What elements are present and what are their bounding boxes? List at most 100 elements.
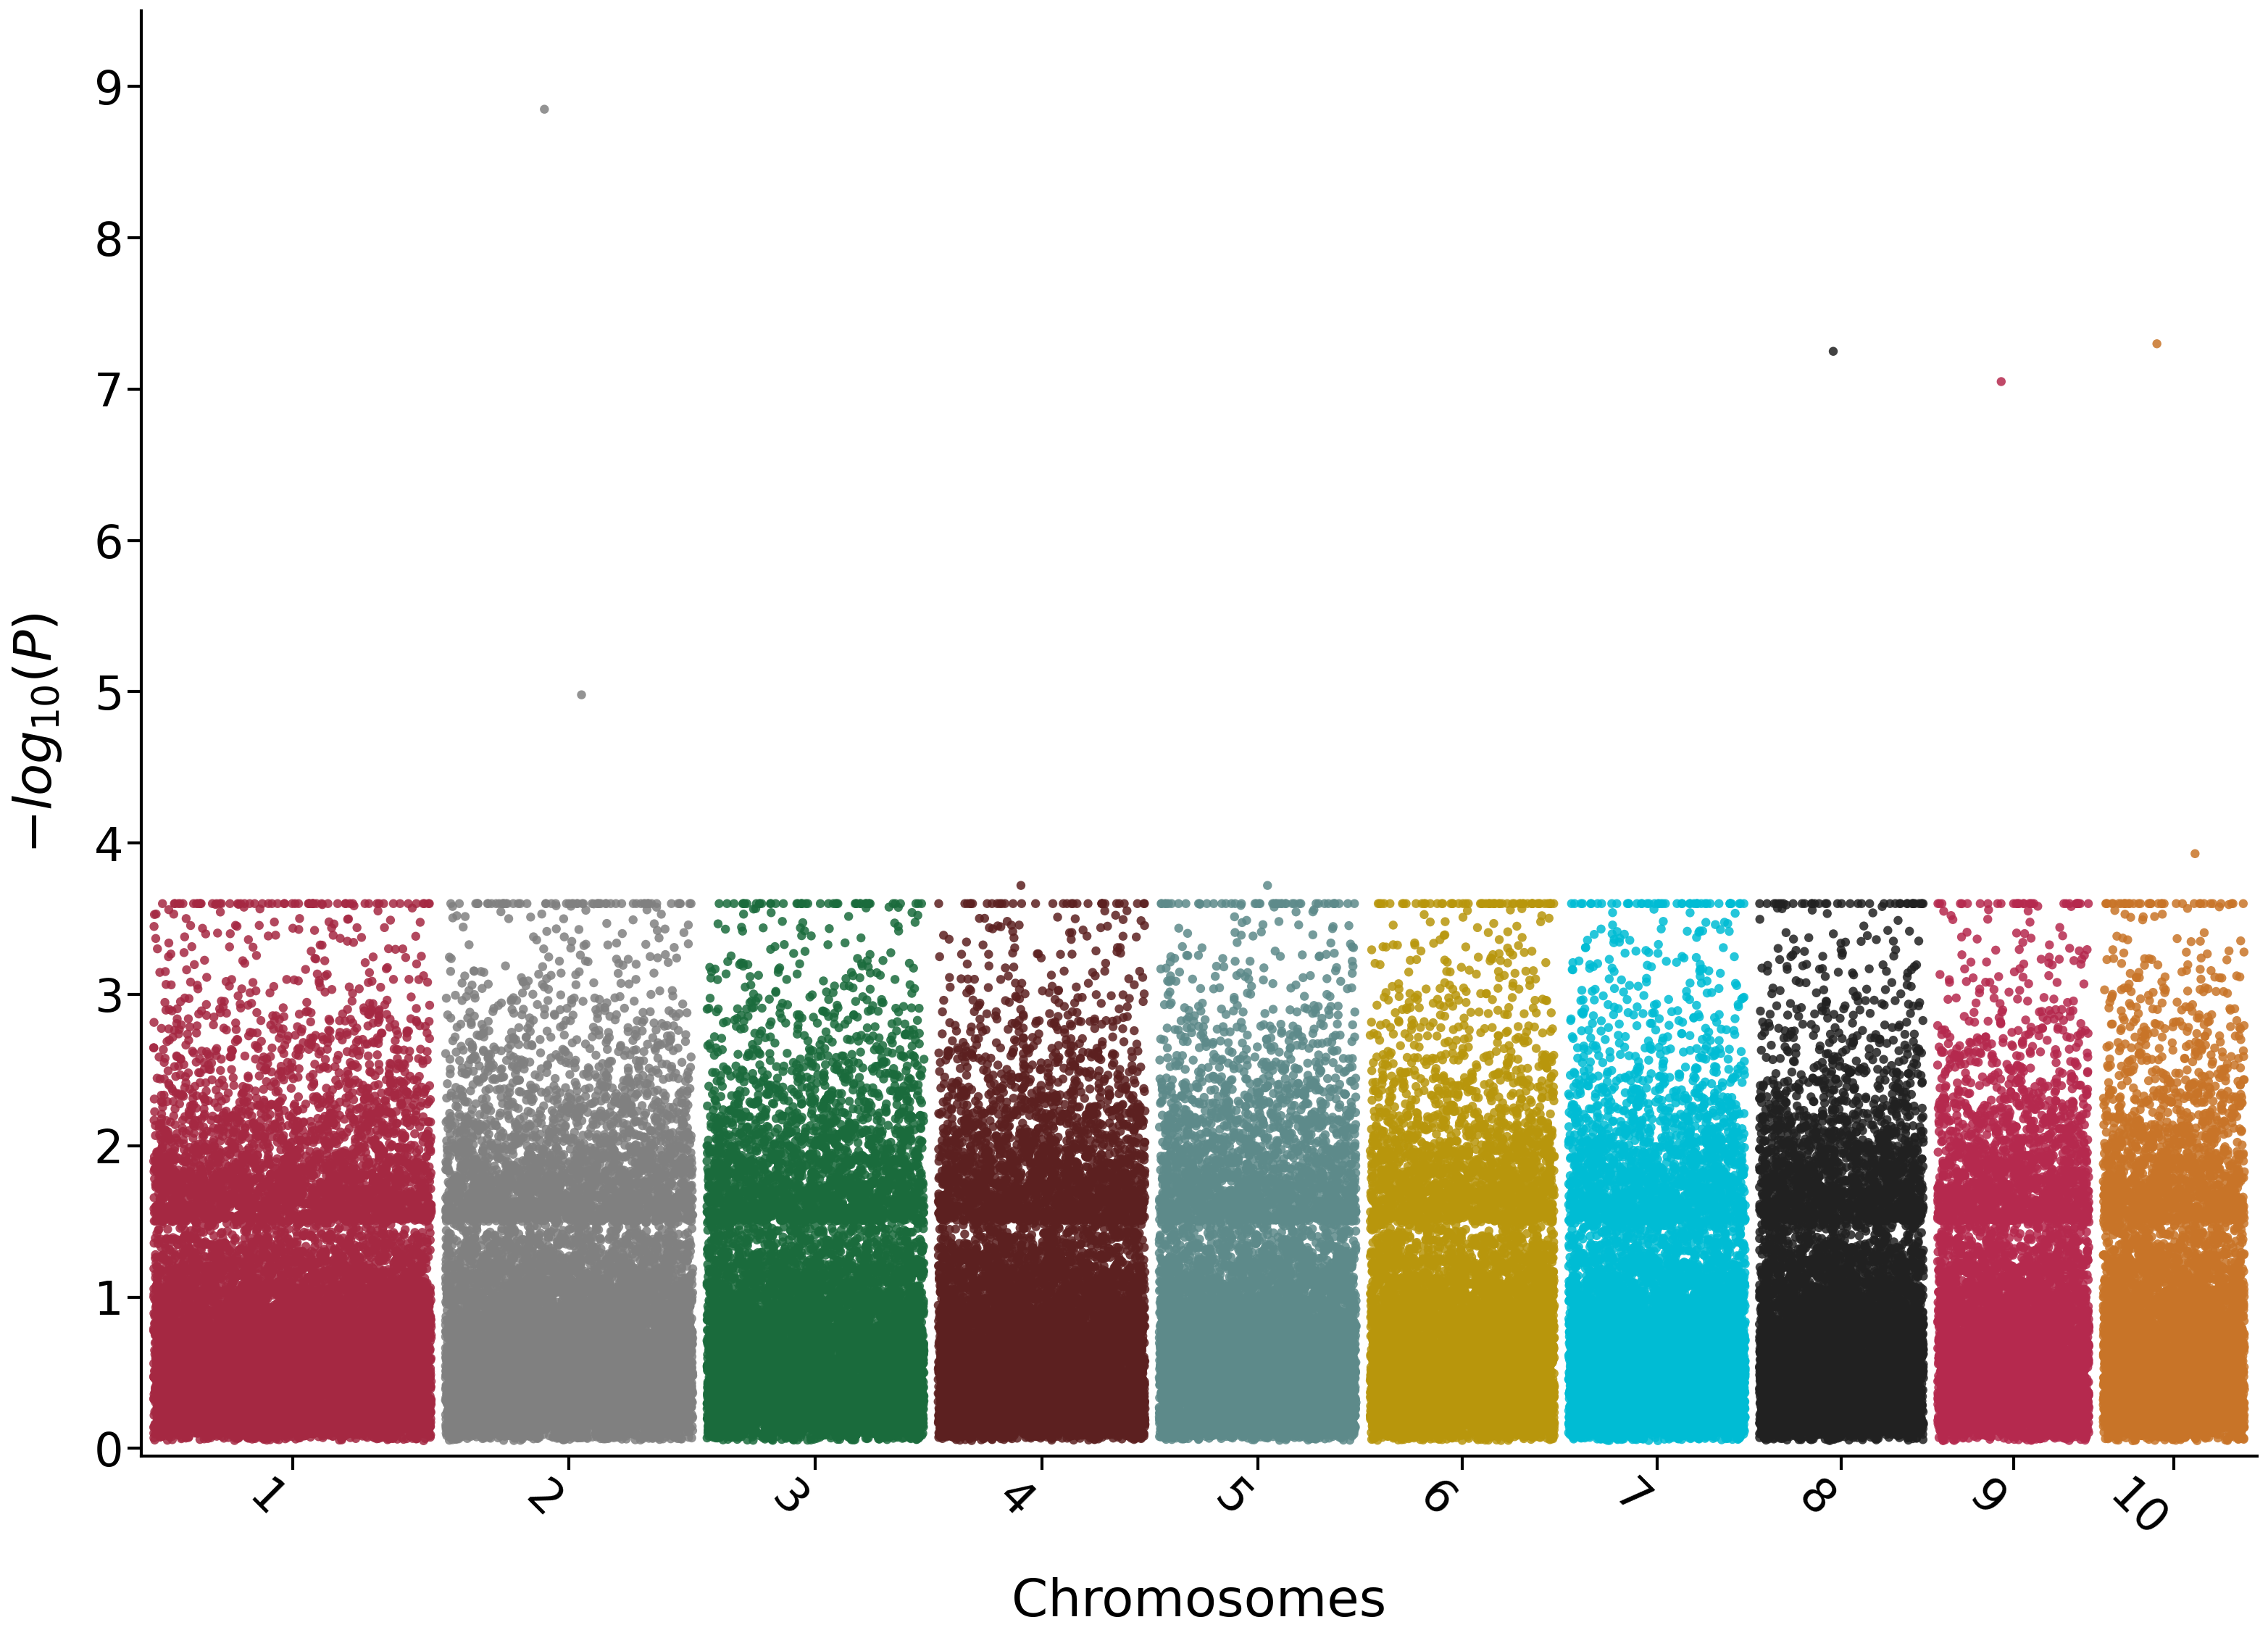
Point <box>2209 1371 2245 1397</box>
Point <box>1987 1194 2023 1220</box>
Point <box>2150 1222 2186 1248</box>
Point <box>587 1299 624 1325</box>
Point <box>1501 1207 1538 1233</box>
Point <box>1166 1206 1202 1232</box>
Point <box>172 1166 209 1192</box>
Point <box>1023 1279 1059 1305</box>
Point <box>1406 1337 1442 1363</box>
Point <box>1848 1342 1885 1368</box>
Point <box>531 1225 567 1251</box>
Point <box>1601 1294 1637 1320</box>
Point <box>503 1181 540 1207</box>
Point <box>2023 1138 2059 1165</box>
Point <box>528 1188 565 1214</box>
Point <box>2037 1397 2073 1423</box>
Point <box>460 1184 497 1210</box>
Point <box>1803 1353 1839 1379</box>
Point <box>792 1232 828 1258</box>
Point <box>1799 1363 1835 1389</box>
Point <box>150 1399 186 1425</box>
Point <box>152 1348 188 1374</box>
Point <box>268 1189 304 1215</box>
Point <box>948 1314 984 1340</box>
Point <box>2157 1374 2193 1400</box>
Point <box>2155 1268 2191 1294</box>
Point <box>1297 1345 1334 1371</box>
Point <box>1297 1192 1334 1219</box>
Point <box>1964 1392 2000 1419</box>
Point <box>1043 1369 1080 1396</box>
Point <box>2050 1160 2087 1186</box>
Point <box>814 1189 850 1215</box>
Point <box>445 1258 481 1284</box>
Point <box>519 1289 556 1315</box>
Point <box>1631 1353 1667 1379</box>
Point <box>1436 1396 1472 1422</box>
Point <box>2166 1045 2202 1071</box>
Point <box>739 1400 776 1427</box>
Point <box>608 1204 644 1230</box>
Point <box>1402 1404 1438 1430</box>
Point <box>1154 1381 1191 1407</box>
Point <box>1501 1278 1538 1304</box>
Point <box>2059 1399 2096 1425</box>
Point <box>655 1374 692 1400</box>
Point <box>1681 1379 1717 1405</box>
Point <box>669 1273 705 1299</box>
Point <box>1195 1268 1232 1294</box>
Point <box>1622 1387 1658 1414</box>
Point <box>624 1063 660 1089</box>
Point <box>558 1178 594 1204</box>
Point <box>1198 1202 1234 1228</box>
Point <box>1626 1199 1662 1225</box>
Point <box>460 1400 497 1427</box>
Point <box>535 1111 572 1137</box>
Point <box>669 1186 705 1212</box>
Point <box>1386 1278 1422 1304</box>
Point <box>1254 1296 1290 1322</box>
Point <box>767 1053 803 1079</box>
Point <box>1452 1324 1488 1350</box>
Point <box>1175 1330 1211 1356</box>
Point <box>1374 1183 1411 1209</box>
Point <box>628 1219 665 1245</box>
Point <box>2209 1412 2245 1438</box>
Point <box>1703 1317 1740 1343</box>
Point <box>1386 1165 1422 1191</box>
Point <box>1125 1253 1161 1279</box>
Point <box>1857 1369 1894 1396</box>
Point <box>449 1183 485 1209</box>
Point <box>2184 1170 2220 1196</box>
Point <box>1619 1220 1656 1247</box>
Point <box>1497 1312 1533 1338</box>
Point <box>1399 1405 1436 1432</box>
Point <box>1202 1364 1238 1391</box>
Point <box>621 1410 658 1437</box>
Point <box>499 1358 535 1384</box>
Point <box>1467 1415 1504 1441</box>
Point <box>442 1342 479 1368</box>
Point <box>1726 1233 1762 1260</box>
Point <box>1851 1181 1887 1207</box>
Point <box>794 1381 830 1407</box>
Point <box>1994 1363 2030 1389</box>
Point <box>1808 1142 1844 1168</box>
Point <box>1433 1366 1470 1392</box>
Point <box>2107 1250 2143 1276</box>
Point <box>1631 1360 1667 1386</box>
Point <box>1014 1374 1050 1400</box>
Point <box>2066 1369 2102 1396</box>
Point <box>1059 1181 1095 1207</box>
Point <box>553 929 590 955</box>
Point <box>442 1379 479 1405</box>
Point <box>472 1366 508 1392</box>
Point <box>923 1376 959 1402</box>
Point <box>372 1382 408 1409</box>
Point <box>1721 1333 1758 1360</box>
Point <box>1383 891 1420 917</box>
Point <box>1710 1396 1746 1422</box>
Point <box>748 1283 785 1309</box>
Point <box>565 1209 601 1235</box>
Point <box>433 1382 469 1409</box>
Point <box>1386 1305 1422 1332</box>
